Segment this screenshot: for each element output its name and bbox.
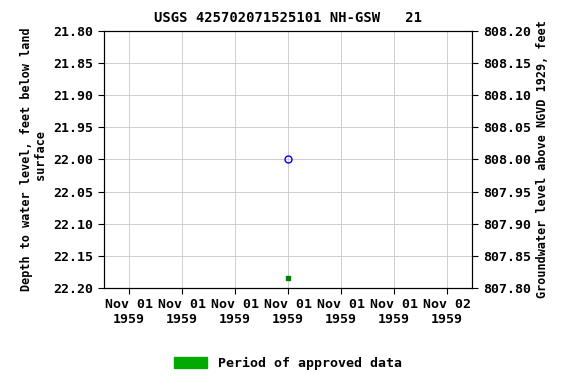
Y-axis label: Depth to water level, feet below land
 surface: Depth to water level, feet below land su… xyxy=(20,28,48,291)
Title: USGS 425702071525101 NH-GSW   21: USGS 425702071525101 NH-GSW 21 xyxy=(154,12,422,25)
Legend: Period of approved data: Period of approved data xyxy=(169,352,407,376)
Y-axis label: Groundwater level above NGVD 1929, feet: Groundwater level above NGVD 1929, feet xyxy=(536,20,550,298)
